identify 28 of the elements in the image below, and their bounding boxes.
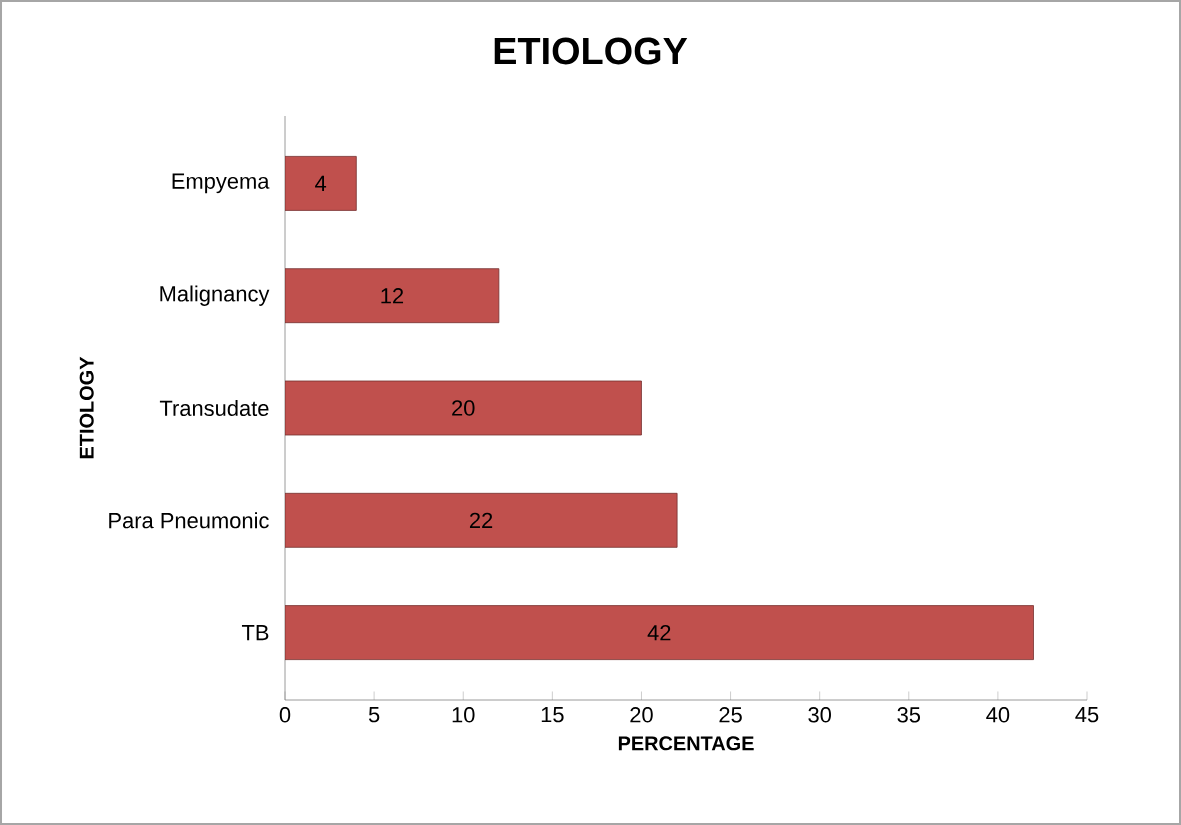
- y-tick-label: Empyema: [172, 173, 270, 194]
- x-tick-label: 5: [368, 707, 380, 723]
- y-axis-title: ETIOLOGY: [79, 356, 94, 459]
- x-tick-label: 30: [808, 707, 831, 723]
- y-tick-label: Malignancy: [160, 285, 270, 306]
- x-tick-label: 25: [719, 707, 742, 723]
- data-label: 20: [452, 400, 475, 416]
- x-tick-label: 15: [541, 707, 564, 723]
- x-tick-label: 35: [897, 707, 921, 723]
- x-tick-label: 40: [986, 707, 1010, 723]
- y-tick-label: TB: [241, 625, 269, 641]
- bar: [285, 380, 642, 436]
- bar: [285, 268, 500, 324]
- chart-title: ETIOLOGY: [494, 37, 688, 65]
- x-tick-label: 0: [279, 707, 291, 723]
- y-tick-label: Para Pneumonic: [109, 512, 269, 529]
- x-axis-title: PERCENTAGE: [618, 736, 754, 751]
- data-label: 42: [647, 624, 671, 641]
- data-label: 22: [469, 512, 493, 528]
- x-tick-label: 10: [452, 707, 475, 723]
- x-tick-label: 20: [630, 707, 653, 723]
- x-tick-label: 45: [1075, 707, 1099, 723]
- bar: [285, 492, 678, 548]
- data-label: 4: [315, 175, 327, 191]
- y-tick-label: Transudate: [159, 399, 269, 417]
- bar: [285, 155, 357, 211]
- bar: [285, 605, 1034, 661]
- data-label: 12: [381, 288, 404, 304]
